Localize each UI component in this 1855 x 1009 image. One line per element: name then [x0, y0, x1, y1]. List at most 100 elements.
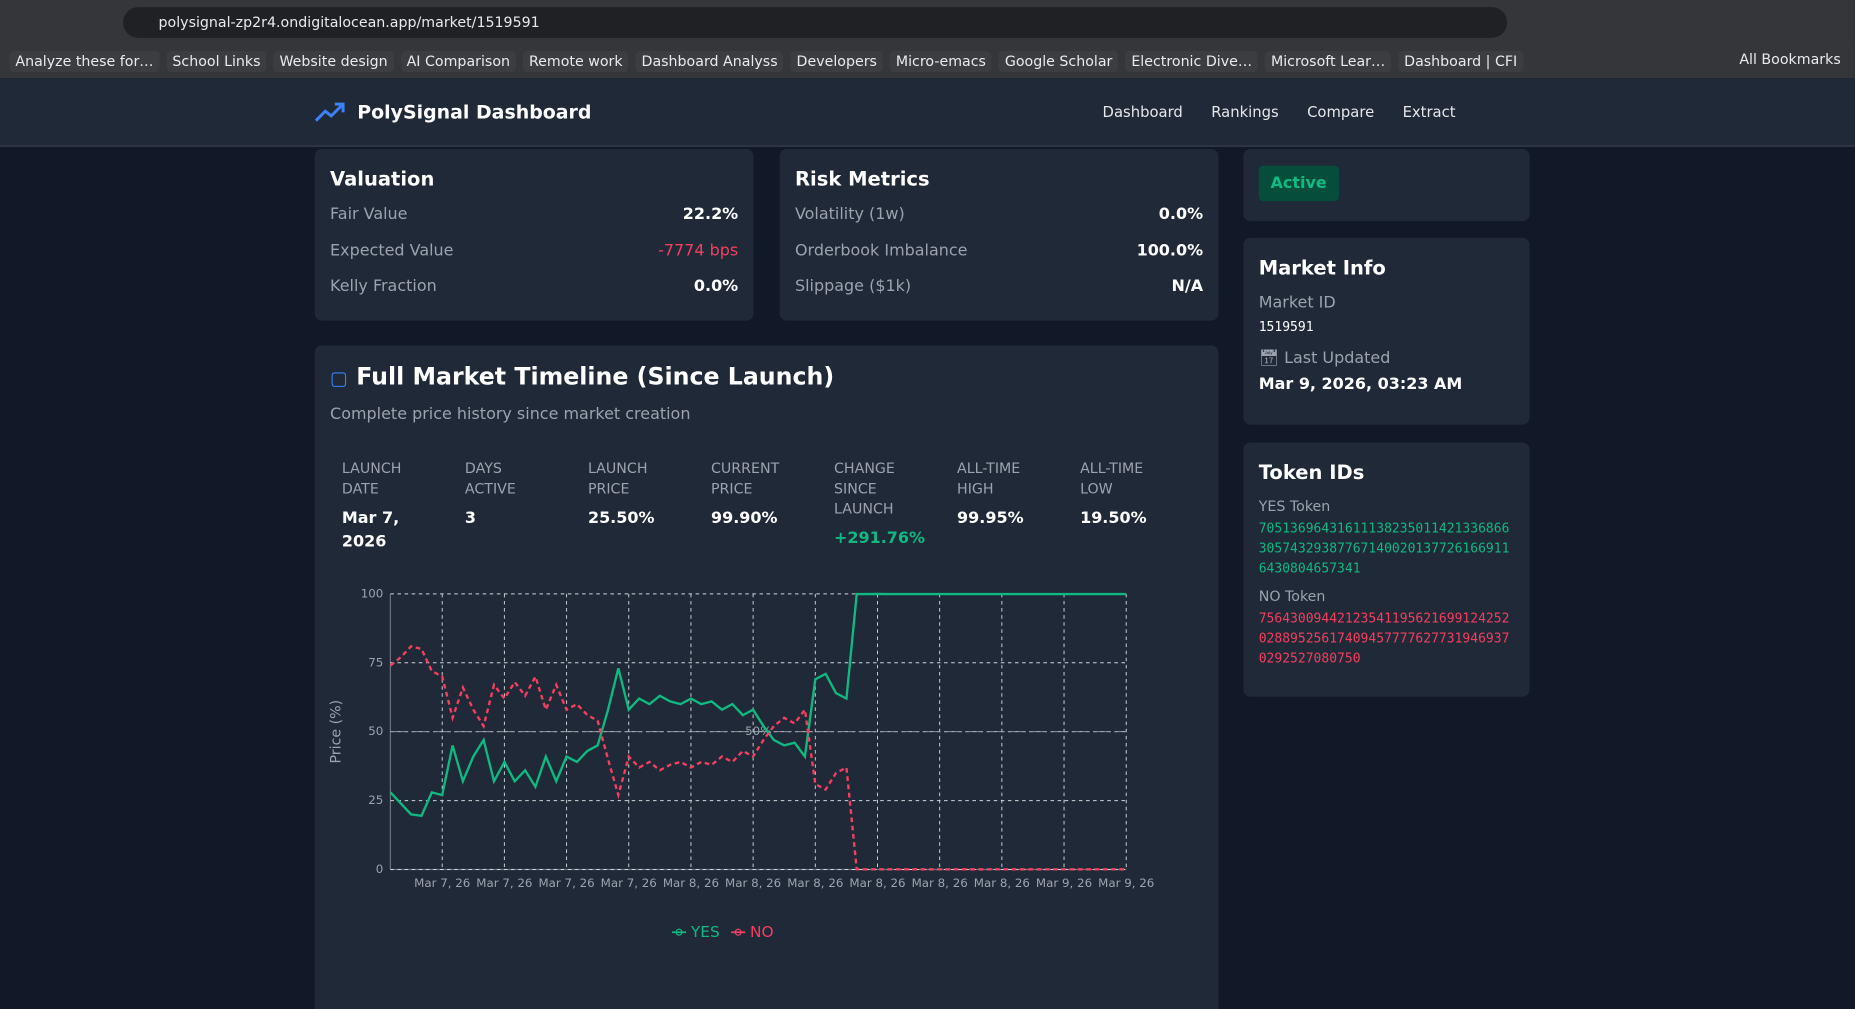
stat: ALL-TIME HIGH 99.95% — [957, 459, 1080, 554]
metric-row: Expected Value -7774 bps — [330, 241, 738, 277]
stat: LAUNCH DATE Mar 7, 2026 — [342, 459, 465, 554]
rows: Fair Value 22.2% Expected Value -7774 bps Ke… — [330, 205, 738, 313]
legend-label: YES — [690, 923, 720, 941]
metric-label: Volatility (1w) — [794, 204, 905, 224]
x-tick-label: Mar 8, 26 — [663, 876, 719, 890]
stat-value: 99.90% — [710, 508, 778, 528]
x-tick-label: Mar 8, 26 — [849, 876, 905, 890]
bookmark[interactable]: Microsoft Lear… — [1265, 50, 1392, 73]
metric-value: 0.0% — [1158, 204, 1204, 224]
stat-label: CURRENT PRICE — [710, 460, 780, 497]
rows: Volatility (1w) 0.0% Orderbook Imbalance 10… — [795, 205, 1203, 313]
calendar-icon: ▢ — [330, 366, 348, 390]
x-tick-label: Mar 8, 26 — [974, 876, 1030, 890]
y-tick-label: 75 — [368, 655, 383, 669]
bookmark[interactable]: Google Scholar — [998, 50, 1119, 73]
stat-value: 3 — [464, 508, 477, 528]
stat: CHANGE SINCE LAUNCH +291.76% — [834, 459, 957, 554]
metric-label: Kelly Fraction — [330, 276, 437, 296]
stat-label: ALL-TIME LOW — [1080, 460, 1144, 497]
stat: DAYS ACTIVE 3 — [465, 459, 588, 554]
stat: ALL-TIME LOW 19.50% — [1080, 459, 1203, 554]
y-tick-label: 0 — [376, 862, 384, 876]
app-header: PolySignal Dashboard Dashboard Rankings Co… — [0, 78, 1855, 147]
y-axis-label: Price (%) — [329, 700, 345, 764]
stat: CURRENT PRICE 99.90% — [711, 459, 834, 554]
bookmark[interactable]: Developers — [790, 50, 883, 73]
bookmarks-bar: Analyze these for… School Links Website de… — [0, 44, 1855, 79]
card-title: ▢ Full Market Timeline (Since Launch) — [330, 362, 1203, 390]
nav-link[interactable]: Dashboard — [1102, 102, 1183, 121]
bookmark[interactable]: Dashboard Analyss — [635, 50, 784, 73]
stat-label: CHANGE SINCE LAUNCH — [834, 460, 895, 517]
x-tick-label: Mar 7, 26 — [414, 876, 470, 890]
legend-marker — [675, 928, 683, 936]
bookmark[interactable]: Electronic Dive… — [1125, 50, 1258, 73]
x-tick-label: Mar 7, 26 — [538, 876, 594, 890]
metric-row: Kelly Fraction 0.0% — [330, 277, 738, 313]
stat-label: LAUNCH PRICE — [587, 460, 648, 497]
market-info-card: Market Info Market ID 1519591 📅︎ Last Up… — [1243, 237, 1530, 425]
stat-label: ALL-TIME HIGH — [957, 460, 1021, 497]
updated: Mar 9, 2026, 03:23 AM — [1258, 375, 1463, 394]
label: 📅︎ Last Updated — [1258, 348, 1391, 368]
label: YES Token — [1258, 498, 1331, 515]
metric-row: Slippage ($1k) N/A — [795, 277, 1203, 313]
stat-value: 25.50% — [587, 508, 655, 528]
label: NO Token — [1258, 587, 1326, 605]
brand[interactable]: PolySignal Dashboard — [357, 100, 592, 124]
x-tick-label: Mar 8, 26 — [725, 876, 781, 890]
x-tick-label: Mar 7, 26 — [476, 876, 532, 890]
chart: 0 25 50 75 100 Mar 7, 26 Mar 7, 26 Mar 7, 26 Mar… — [329, 586, 1155, 941]
x-tick-label: Mar 8, 26 — [787, 876, 843, 890]
nav-link[interactable]: Extract — [1402, 102, 1456, 121]
stat-value: +291.76% — [834, 528, 926, 548]
stat: LAUNCH PRICE 25.50% — [588, 459, 711, 554]
bookmark[interactable]: Analyze these for… — [9, 50, 160, 73]
x-tick-label: Mar 9, 26 — [1098, 876, 1154, 890]
y-tick-label: 50 — [368, 724, 383, 738]
series-line — [389, 592, 1127, 818]
browser-toolbar: polysignal-zp2r4.ondigitalocean.app/mark… — [0, 0, 1855, 45]
stat-label: LAUNCH DATE — [341, 460, 402, 497]
bookmark[interactable]: Website design — [273, 50, 394, 73]
x-tick-label: Mar 7, 26 — [601, 876, 657, 890]
market-id: 1519591 — [1258, 319, 1314, 335]
metric-value: 0.0% — [693, 276, 739, 296]
subtitle: Complete price history since market crea… — [330, 404, 691, 424]
stat-value: 99.95% — [957, 508, 1024, 528]
stats: LAUNCH DATE Mar 7, 2026 DAYS ACTIVE 3 LAUNCH… — [342, 459, 1203, 554]
x-tick-label: Mar 8, 26 — [912, 876, 968, 890]
yes-token: 7051369643161113823501142133686630574329… — [1258, 520, 1510, 577]
metric-value: 100.0% — [1136, 240, 1204, 260]
valuation-card: Valuation Fair Value 22.2% Expected Value -7… — [314, 149, 754, 321]
bookmark[interactable]: School Links — [166, 50, 267, 73]
bookmark[interactable]: Remote work — [523, 50, 629, 73]
metric-label: Fair Value — [330, 204, 408, 224]
legend-label: NO — [750, 923, 774, 941]
logo-icon — [314, 102, 345, 122]
bookmark[interactable]: Dashboard | CFI — [1398, 50, 1524, 73]
nav-link[interactable]: Compare — [1307, 102, 1375, 121]
metric-value: N/A — [1171, 276, 1204, 296]
status-badge: Active — [1258, 165, 1339, 202]
nav-link[interactable]: Rankings — [1211, 102, 1279, 121]
y-tick-label: 100 — [361, 586, 384, 600]
metric-row: Fair Value 22.2% — [330, 205, 738, 241]
stat-value: Mar 7, 2026 — [341, 508, 400, 552]
status-card: Active — [1243, 149, 1530, 222]
metric-row: Orderbook Imbalance 100.0% — [795, 241, 1203, 277]
bookmark[interactable]: AI Comparison — [400, 50, 516, 73]
all-bookmarks[interactable]: All Bookmarks — [1739, 50, 1841, 68]
x-tick-label: Mar 9, 26 — [1036, 876, 1092, 890]
card-title: Market Info — [1258, 256, 1386, 280]
address-bar[interactable]: polysignal-zp2r4.ondigitalocean.app/mark… — [123, 7, 1508, 38]
token-card: Token IDs YES Token 70513696431611138235… — [1243, 442, 1530, 697]
stat-label: DAYS ACTIVE — [464, 460, 516, 497]
bookmark[interactable]: Micro-emacs — [889, 50, 992, 73]
label: Market ID — [1258, 293, 1336, 313]
metric-label: Slippage ($1k) — [794, 276, 912, 296]
metric-value: 22.2% — [682, 204, 739, 224]
